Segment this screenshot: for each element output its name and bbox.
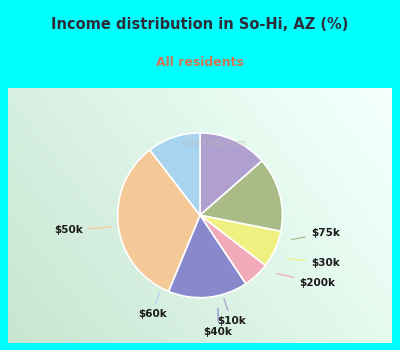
Text: $10k: $10k <box>217 299 246 326</box>
Wedge shape <box>200 161 282 231</box>
Text: $75k: $75k <box>292 229 340 239</box>
Text: All residents: All residents <box>156 56 244 70</box>
Wedge shape <box>200 133 262 215</box>
Text: $50k: $50k <box>54 225 111 235</box>
Text: Income distribution in So-Hi, AZ (%): Income distribution in So-Hi, AZ (%) <box>51 17 349 32</box>
Text: $30k: $30k <box>287 258 340 268</box>
Wedge shape <box>200 215 281 265</box>
Wedge shape <box>168 215 246 298</box>
Wedge shape <box>118 150 200 292</box>
Wedge shape <box>200 215 265 284</box>
Text: $40k: $40k <box>204 309 232 337</box>
Wedge shape <box>150 133 200 215</box>
Text: City-Data.com: City-Data.com <box>182 139 246 148</box>
Text: $200k: $200k <box>277 274 335 288</box>
Text: $60k: $60k <box>138 292 166 319</box>
